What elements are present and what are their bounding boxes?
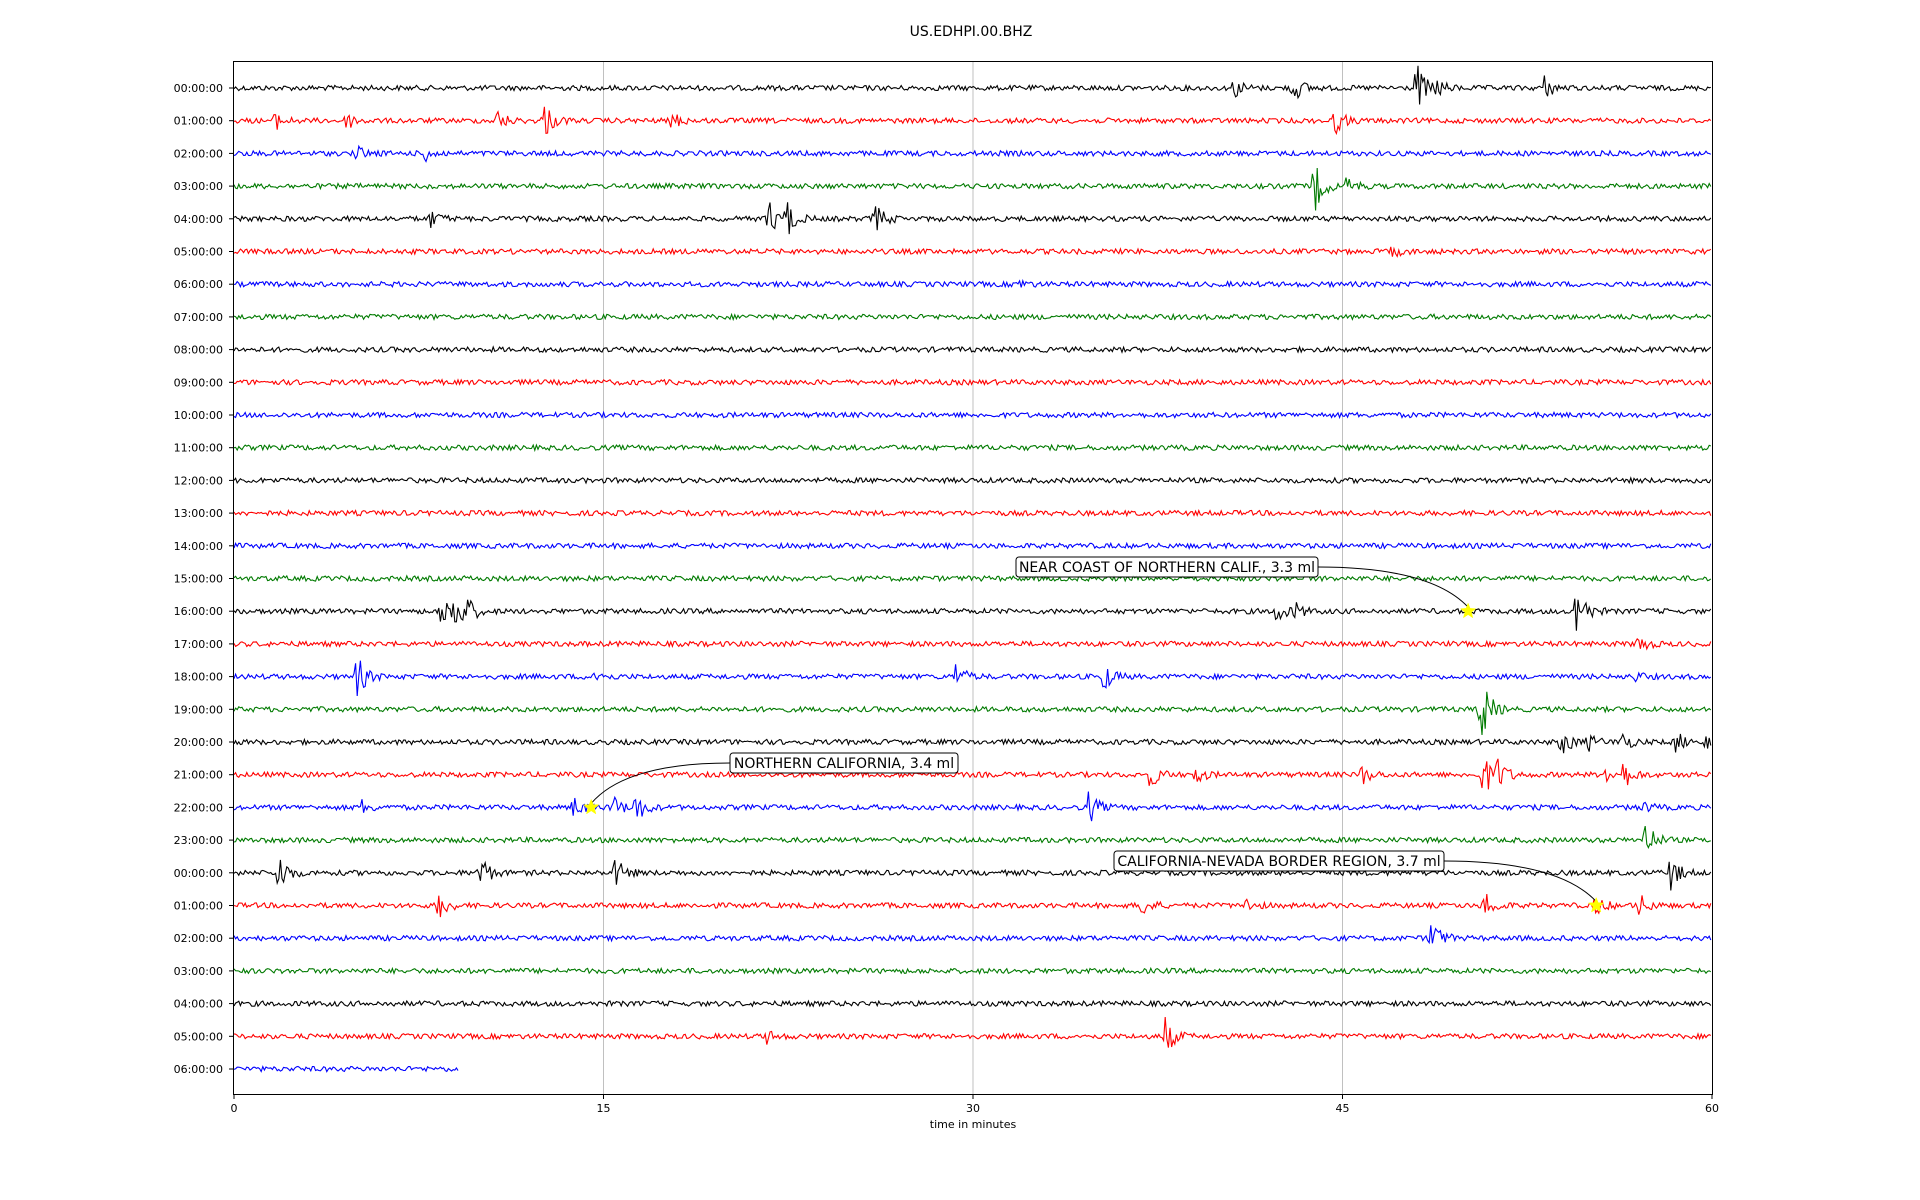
seismic-trace xyxy=(233,312,1712,322)
seismic-trace xyxy=(233,791,1712,822)
annotation-connector xyxy=(590,762,731,804)
hour-label: 08:00:00 xyxy=(174,344,223,357)
seismic-trace xyxy=(233,859,1712,891)
seismic-trace xyxy=(233,894,1712,918)
chart-title: US.EDHPI.00.BHZ xyxy=(910,24,1033,40)
event-star-marker xyxy=(1459,602,1477,619)
hour-label: 06:00:00 xyxy=(174,1063,223,1076)
seismic-trace xyxy=(233,1065,459,1073)
seismic-trace xyxy=(233,106,1712,136)
x-tick-label: 45 xyxy=(1336,1102,1350,1115)
seismic-trace xyxy=(233,598,1712,631)
seismic-trace xyxy=(233,999,1712,1008)
hour-label: 19:00:00 xyxy=(174,703,223,716)
hour-label: 00:00:00 xyxy=(174,82,223,95)
hour-label: 23:00:00 xyxy=(174,834,223,847)
hour-label: 22:00:00 xyxy=(174,801,223,814)
seismic-trace xyxy=(233,574,1712,583)
seismic-trace xyxy=(233,65,1711,105)
hour-label: 05:00:00 xyxy=(174,246,223,259)
seismic-trace xyxy=(233,732,1712,754)
event-annotations: NEAR COAST OF NORTHERN CALIF., 3.3 ml NOR… xyxy=(582,556,1605,913)
seismic-trace xyxy=(233,278,1712,289)
hour-label: 02:00:00 xyxy=(174,932,223,945)
hour-label: 09:00:00 xyxy=(174,376,223,389)
seismic-trace xyxy=(233,638,1712,651)
seismic-trace xyxy=(233,508,1712,518)
annotation-label: NEAR COAST OF NORTHERN CALIF., 3.3 ml xyxy=(1019,560,1315,576)
x-tick-label: 60 xyxy=(1705,1102,1719,1115)
x-tick-label: 15 xyxy=(597,1102,611,1115)
hour-label: 03:00:00 xyxy=(174,965,223,978)
seismic-trace xyxy=(233,202,1712,235)
hour-label: 03:00:00 xyxy=(174,180,223,193)
hour-label: 10:00:00 xyxy=(174,409,223,422)
annotation-box xyxy=(729,752,959,774)
event-star-marker xyxy=(1587,896,1605,913)
hour-label: 13:00:00 xyxy=(174,507,223,520)
hour-label: 01:00:00 xyxy=(174,900,223,913)
seismic-trace xyxy=(233,378,1712,387)
hour-label: 16:00:00 xyxy=(174,605,223,618)
hour-labels: 00:00:00 01:00:00 02:00:00 03:00:00 04:00:00… xyxy=(174,82,234,1076)
annotation-label: CALIFORNIA-NEVADA BORDER REGION, 3.7 ml xyxy=(1117,854,1440,870)
hour-label: 11:00:00 xyxy=(174,442,223,455)
seismic-trace xyxy=(233,660,1712,697)
hour-label: 07:00:00 xyxy=(174,311,223,324)
hour-label: 17:00:00 xyxy=(174,638,223,651)
annotation-box xyxy=(1113,850,1445,872)
hour-label: 04:00:00 xyxy=(174,998,223,1011)
x-tick-label: 30 xyxy=(966,1102,980,1115)
seismic-trace xyxy=(233,758,1712,790)
hour-label: 04:00:00 xyxy=(174,213,223,226)
seismic-trace xyxy=(233,476,1712,485)
hour-label: 12:00:00 xyxy=(174,474,223,487)
annotation-connector xyxy=(1443,860,1597,902)
seismogram-traces xyxy=(233,65,1712,1073)
seismic-trace xyxy=(233,1016,1712,1048)
seismic-trace xyxy=(233,825,1711,849)
hour-label: 02:00:00 xyxy=(174,147,223,160)
seismic-trace xyxy=(233,966,1712,975)
hour-label: 20:00:00 xyxy=(174,736,223,749)
seismic-trace xyxy=(233,443,1712,453)
hour-label: 00:00:00 xyxy=(174,867,223,880)
hour-label: 06:00:00 xyxy=(174,278,223,291)
hour-label: 18:00:00 xyxy=(174,671,223,684)
seismic-trace xyxy=(233,541,1712,551)
annotation-connector xyxy=(1317,566,1469,608)
annotation-box xyxy=(1015,556,1319,578)
seismic-trace xyxy=(233,167,1712,211)
hour-label: 15:00:00 xyxy=(174,573,223,586)
seismic-trace xyxy=(233,345,1712,354)
seismic-trace xyxy=(233,410,1712,420)
x-axis-ticks: 0 15 30 45 60 xyxy=(231,1094,1719,1115)
hour-label: 21:00:00 xyxy=(174,769,223,782)
annotation-label: NORTHERN CALIFORNIA, 3.4 ml xyxy=(734,756,954,772)
hour-label: 01:00:00 xyxy=(174,115,223,128)
hour-label: 05:00:00 xyxy=(174,1030,223,1043)
x-axis-label: time in minutes xyxy=(930,1118,1017,1131)
seismic-trace xyxy=(233,144,1712,163)
event-star-marker xyxy=(582,798,600,815)
x-tick-label: 0 xyxy=(231,1102,238,1115)
seismic-trace xyxy=(233,691,1712,736)
hour-label: 14:00:00 xyxy=(174,540,223,553)
seismic-trace xyxy=(233,246,1712,258)
seismic-trace xyxy=(233,925,1712,945)
